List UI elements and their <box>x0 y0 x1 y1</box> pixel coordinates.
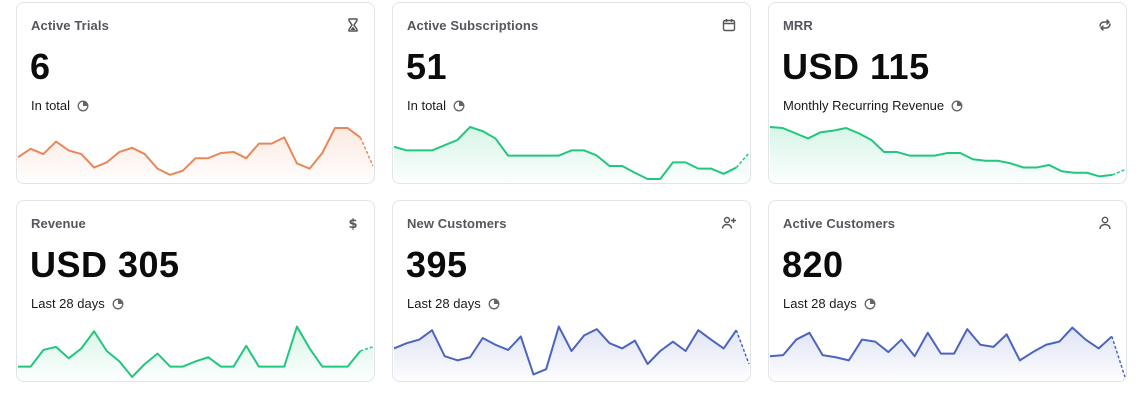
info-icon[interactable] <box>488 298 500 310</box>
sparkline-projection <box>1112 168 1126 176</box>
sparkline-line <box>769 326 1113 362</box>
card-title: Active Subscriptions <box>407 18 539 33</box>
sparkline-line <box>17 325 362 378</box>
dollar-icon: $ <box>345 215 361 231</box>
sparkline-line <box>393 325 738 376</box>
subtitle-label: Last 28 days <box>783 296 857 311</box>
metric-value: USD 305 <box>30 244 180 285</box>
subtitle-label: In total <box>31 98 71 113</box>
sparkline-projection <box>360 346 374 352</box>
sparkline-chart <box>393 126 750 183</box>
metric-subtitle: Last 28 days <box>31 296 124 311</box>
subtitle-label: Monthly Recurring Revenue <box>783 98 945 113</box>
card-active-subscriptions[interactable]: Active Subscriptions 51 In total <box>392 2 751 184</box>
metric-value: 395 <box>406 244 468 285</box>
info-icon[interactable] <box>112 298 124 310</box>
card-mrr[interactable]: MRR USD 115 Monthly Recurring Revenue <box>768 2 1127 184</box>
subtitle-label: Last 28 days <box>31 296 105 311</box>
svg-text:$: $ <box>348 217 357 231</box>
recurring-icon <box>1097 17 1113 33</box>
sparkline-chart <box>769 126 1126 183</box>
metric-value: 6 <box>30 46 51 87</box>
calendar-icon <box>721 17 737 33</box>
sparkline-chart <box>769 326 1126 381</box>
subtitle-label: In total <box>407 98 447 113</box>
sparkline-chart <box>393 325 750 381</box>
hourglass-icon <box>345 17 361 33</box>
sparkline-line <box>393 126 737 180</box>
metric-value: USD 115 <box>782 46 930 87</box>
sparkline-chart <box>17 127 374 183</box>
card-title: Active Customers <box>783 216 896 231</box>
card-active-customers[interactable]: Active Customers 820 Last 28 days <box>768 200 1127 382</box>
metric-value: 820 <box>782 244 844 285</box>
card-active-trials[interactable]: Active Trials 6 In total <box>16 2 375 184</box>
metric-value: 51 <box>406 46 448 87</box>
info-icon[interactable] <box>77 100 89 112</box>
sparkline-line <box>17 127 361 176</box>
sparkline-area <box>393 326 750 381</box>
sparkline-chart <box>17 325 374 381</box>
sparkline-projection <box>735 152 750 169</box>
metric-subtitle: In total <box>407 98 465 113</box>
sparkline-projection <box>735 329 750 365</box>
card-title: New Customers <box>407 216 507 231</box>
metric-subtitle: In total <box>31 98 89 113</box>
info-icon[interactable] <box>951 100 963 112</box>
info-icon[interactable] <box>453 100 465 112</box>
card-revenue[interactable]: Revenue $ USD 305 Last 28 days <box>16 200 375 382</box>
sparkline-area <box>17 128 374 183</box>
sparkline-area <box>769 127 1126 183</box>
subtitle-label: Last 28 days <box>407 296 481 311</box>
metric-subtitle: Monthly Recurring Revenue <box>783 98 963 113</box>
info-icon[interactable] <box>864 298 876 310</box>
sparkline-projection <box>359 137 374 167</box>
add-person-icon <box>721 215 737 231</box>
card-title: Revenue <box>31 216 86 231</box>
sparkline-projection <box>1111 336 1126 378</box>
card-title: MRR <box>783 18 813 33</box>
card-title: Active Trials <box>31 18 109 33</box>
sparkline-area <box>17 326 374 381</box>
sparkline-area <box>393 127 750 183</box>
sparkline-line <box>769 126 1113 178</box>
metric-subtitle: Last 28 days <box>407 296 500 311</box>
card-new-customers[interactable]: New Customers 395 Last 28 days <box>392 200 751 382</box>
person-icon <box>1097 215 1113 231</box>
metric-subtitle: Last 28 days <box>783 296 876 311</box>
